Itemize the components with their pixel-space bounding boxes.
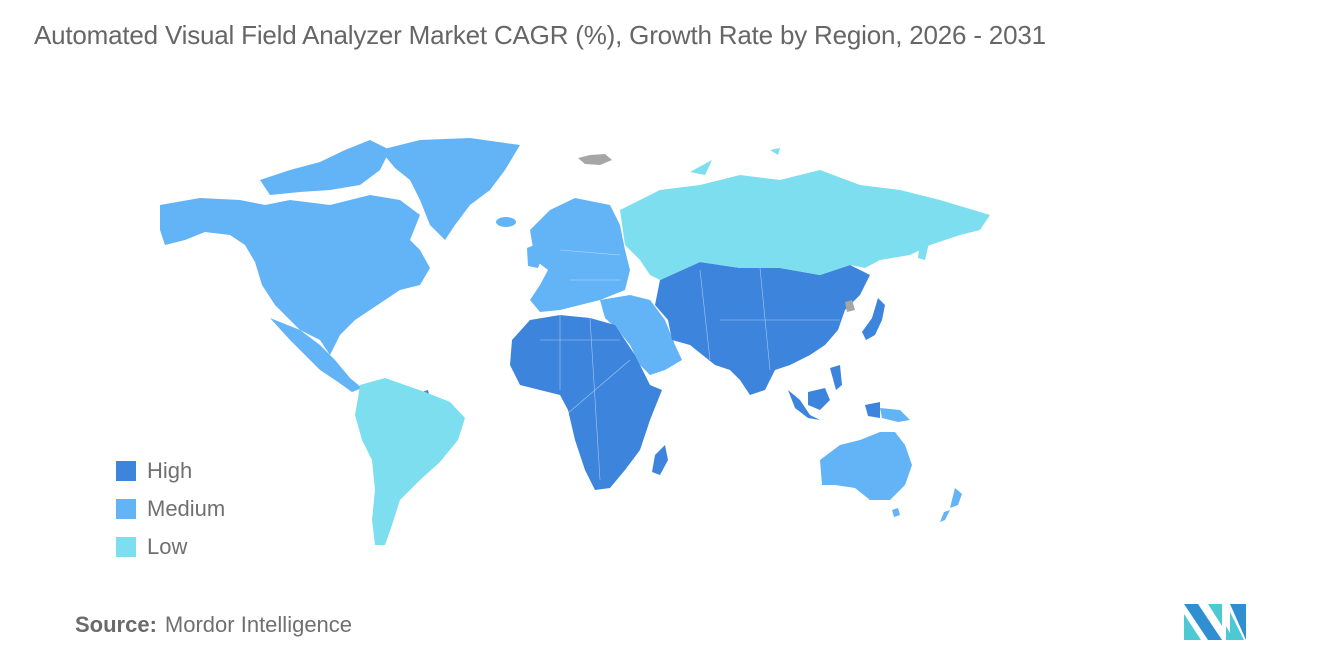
greenland xyxy=(380,138,520,240)
country-borders xyxy=(540,249,840,481)
middle-east xyxy=(600,295,682,375)
legend-item-high: High xyxy=(116,452,225,490)
legend: High Medium Low xyxy=(116,452,225,566)
source-line: Source: Mordor Intelligence xyxy=(75,612,352,638)
legend-label: Medium xyxy=(147,496,226,521)
russia xyxy=(620,170,990,280)
australia xyxy=(820,432,912,500)
legend-label: High xyxy=(147,458,193,483)
source-label: Source: xyxy=(75,612,157,637)
source-value: Mordor Intelligence xyxy=(164,612,353,637)
arctic-islands xyxy=(260,140,390,195)
legend-swatch-low xyxy=(116,537,136,557)
svalbard xyxy=(578,154,612,165)
legend-swatch-medium xyxy=(116,499,136,519)
north-america xyxy=(160,195,430,355)
europe xyxy=(530,198,630,312)
region-medium xyxy=(160,138,962,522)
legend-item-low: Low xyxy=(116,528,225,566)
south-america xyxy=(355,378,465,545)
region-no-data xyxy=(578,154,855,312)
mordor-intelligence-logo-icon xyxy=(1184,604,1246,640)
chart-title: Automated Visual Field Analyzer Market C… xyxy=(34,20,1046,50)
japan xyxy=(862,298,885,340)
north-korea xyxy=(845,300,855,312)
central-america xyxy=(270,318,362,392)
legend-swatch-high xyxy=(116,461,136,481)
legend-label: Low xyxy=(147,534,188,559)
legend-item-medium: Medium xyxy=(116,490,225,528)
region-low xyxy=(355,148,990,545)
asia xyxy=(655,262,870,395)
region-high xyxy=(422,262,885,490)
africa xyxy=(510,315,662,490)
